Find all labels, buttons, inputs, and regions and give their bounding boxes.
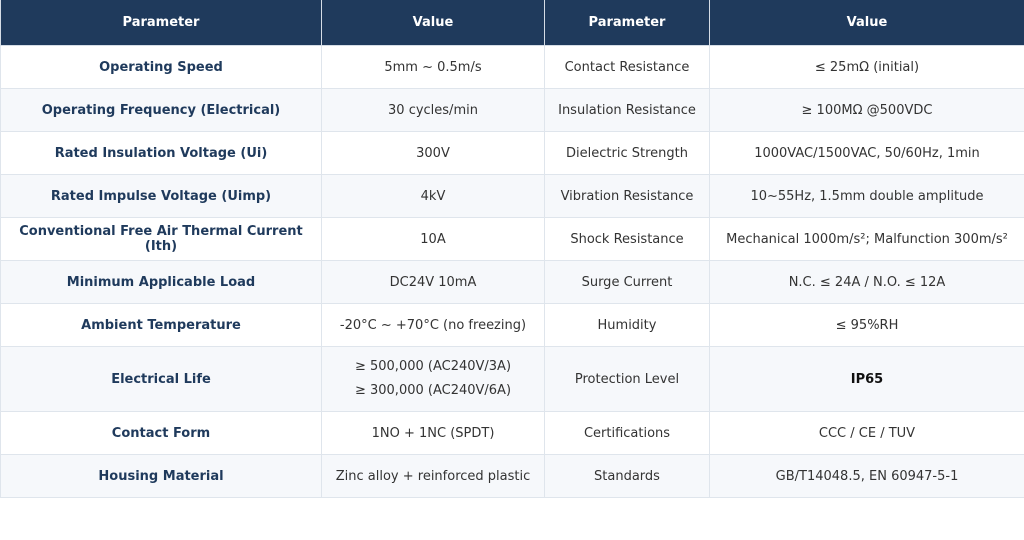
cell: Shock Resistance — [544, 217, 710, 261]
parameter-name: Rated Insulation Voltage (Ui) — [0, 131, 322, 175]
parameter-name: Operating Frequency (Electrical) — [0, 88, 322, 132]
cell: ≤ 95%RH — [709, 303, 1024, 347]
table-row: Ambient Temperature -20°C ~ +70°C (no fre… — [0, 303, 1024, 347]
table-row: Contact Form 1NO + 1NC (SPDT) Certificatio… — [0, 411, 1024, 455]
cell: 4kV — [321, 174, 545, 218]
cell: ≤ 25mΩ (initial) — [709, 45, 1024, 89]
cell: ≥ 100MΩ @500VDC — [709, 88, 1024, 132]
cell: 1000VAC/1500VAC, 50/60Hz, 1min — [709, 131, 1024, 175]
table-row: Minimum Applicable Load DC24V 10mA Surge C… — [0, 260, 1024, 304]
cell: 10~55Hz, 1.5mm double amplitude — [709, 174, 1024, 218]
cell-line: ≥ 500,000 (AC240V/3A) — [354, 359, 512, 374]
cell: Insulation Resistance — [544, 88, 710, 132]
cell: 30 cycles/min — [321, 88, 545, 132]
column-header: Parameter — [544, 0, 710, 46]
cell: DC24V 10mA — [321, 260, 545, 304]
column-header: Value — [321, 0, 545, 46]
cell: 5mm ~ 0.5m/s — [321, 45, 545, 89]
table-row: Operating Frequency (Electrical) 30 cycle… — [0, 88, 1024, 132]
cell: 300V — [321, 131, 545, 175]
header-row: Parameter Value Parameter Value — [0, 0, 1024, 46]
parameter-name: Ambient Temperature — [0, 303, 322, 347]
cell: Humidity — [544, 303, 710, 347]
cell: IP65 — [709, 346, 1024, 412]
cell: Standards — [544, 454, 710, 498]
parameter-name: Electrical Life — [0, 346, 322, 412]
cell: Mechanical 1000m/s²; Malfunction 300m/s² — [709, 217, 1024, 261]
cell: CCC / CE / TUV — [709, 411, 1024, 455]
cell: Surge Current — [544, 260, 710, 304]
cell: Dielectric Strength — [544, 131, 710, 175]
cell: ≥ 500,000 (AC240V/3A) ≥ 300,000 (AC240V/6… — [321, 346, 545, 412]
parameter-name: Minimum Applicable Load — [0, 260, 322, 304]
table-row: Rated Impulse Voltage (Uimp) 4kV Vibration… — [0, 174, 1024, 218]
cell: Vibration Resistance — [544, 174, 710, 218]
table-row: Housing Material Zinc alloy + reinforced … — [0, 454, 1024, 498]
table-row: Conventional Free Air Thermal Current (I… — [0, 217, 1024, 261]
table-row: Electrical Life ≥ 500,000 (AC240V/3A) ≥ 30… — [0, 346, 1024, 412]
cell: 1NO + 1NC (SPDT) — [321, 411, 545, 455]
cell: Zinc alloy + reinforced plastic — [321, 454, 545, 498]
table-row: Rated Insulation Voltage (Ui) 300V Dielect… — [0, 131, 1024, 175]
table-body: Operating Speed 5mm ~ 0.5m/s Contact Resis… — [0, 45, 1024, 498]
cell: Contact Resistance — [544, 45, 710, 89]
column-header: Parameter — [0, 0, 322, 46]
parameter-name: Housing Material — [0, 454, 322, 498]
cell: Protection Level — [544, 346, 710, 412]
parameter-name: Operating Speed — [0, 45, 322, 89]
parameter-name: Conventional Free Air Thermal Current (I… — [0, 217, 322, 261]
table-row: Operating Speed 5mm ~ 0.5m/s Contact Resis… — [0, 45, 1024, 89]
cell: 10A — [321, 217, 545, 261]
cell-line: ≥ 300,000 (AC240V/6A) — [354, 383, 512, 398]
cell: GB/T14048.5, EN 60947-5-1 — [709, 454, 1024, 498]
cell: -20°C ~ +70°C (no freezing) — [321, 303, 545, 347]
cell: Certifications — [544, 411, 710, 455]
parameter-name: Rated Impulse Voltage (Uimp) — [0, 174, 322, 218]
parameter-name: Contact Form — [0, 411, 322, 455]
column-header: Value — [709, 0, 1024, 46]
cell: N.C. ≤ 24A / N.O. ≤ 12A — [709, 260, 1024, 304]
spec-table: Parameter Value Parameter Value Operating S… — [0, 0, 1024, 498]
